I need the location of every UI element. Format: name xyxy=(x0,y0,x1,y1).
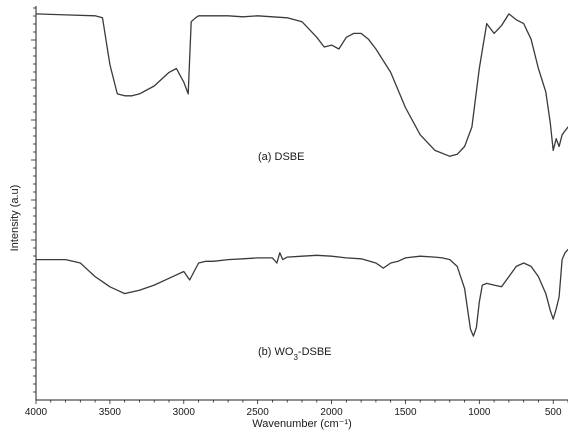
x-tick-label: 500 xyxy=(545,407,562,418)
series-label-wo3-dsbe: (b) WO3-DSBE xyxy=(258,346,332,362)
x-tick-label: 2500 xyxy=(247,407,270,418)
series-label-wo3-main: (b) WO xyxy=(258,346,294,358)
x-axis-title: Wavenumber (cm⁻¹) xyxy=(252,418,352,430)
x-tick-label: 3500 xyxy=(99,407,122,418)
axis-frame xyxy=(35,6,568,401)
x-tick-label: 1500 xyxy=(394,407,417,418)
axis-ticks xyxy=(31,7,568,404)
x-tick-labels: 4000 3500 3000 2500 2000 1500 1000 500 xyxy=(25,407,562,418)
x-tick-label: 3000 xyxy=(173,407,196,418)
series-label-dsbe: (a) DSBE xyxy=(258,151,304,163)
x-tick-label: 2000 xyxy=(320,407,343,418)
series-label-wo3-tail: -DSBE xyxy=(298,346,332,358)
series-line-dsbe xyxy=(35,13,568,157)
x-tick-label: 4000 xyxy=(25,407,48,418)
y-axis-title: Intensity (a.u) xyxy=(9,185,21,252)
series-line-wo3-dsbe xyxy=(35,248,568,337)
series-label-wo3-subscript: 3 xyxy=(293,353,298,362)
x-tick-label: 1000 xyxy=(468,407,491,418)
